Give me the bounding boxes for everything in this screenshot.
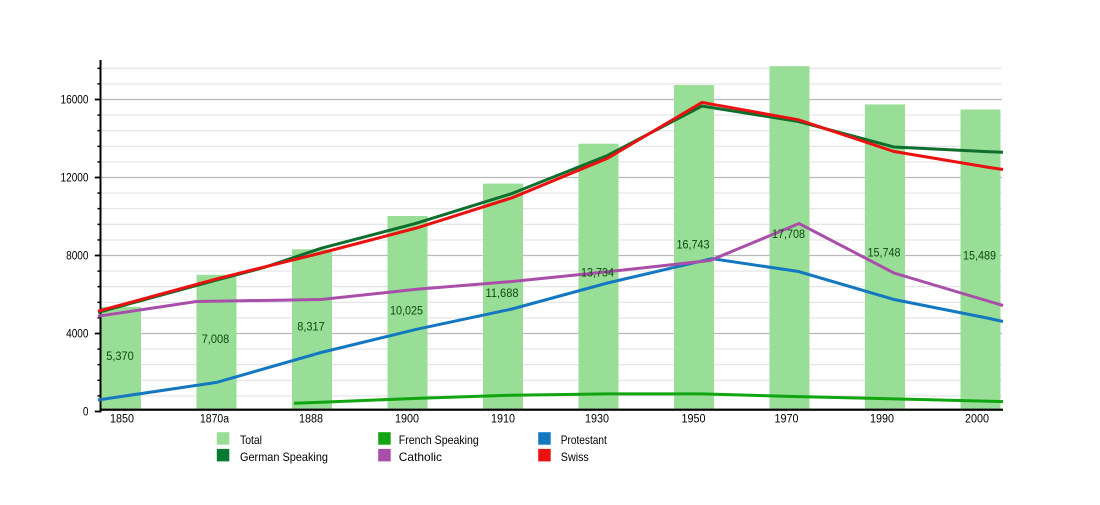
svg-text:German Speaking: German Speaking — [240, 450, 328, 464]
svg-text:17,708: 17,708 — [772, 227, 805, 241]
svg-text:16,743: 16,743 — [677, 237, 710, 251]
svg-text:8000: 8000 — [66, 251, 88, 263]
svg-text:15,748: 15,748 — [868, 245, 901, 259]
svg-text:7,008: 7,008 — [202, 332, 230, 346]
svg-text:8,317: 8,317 — [297, 320, 325, 334]
svg-text:4000: 4000 — [66, 329, 88, 341]
svg-text:French Speaking: French Speaking — [399, 433, 479, 447]
svg-text:Swiss: Swiss — [561, 450, 589, 464]
svg-text:Catholic: Catholic — [399, 450, 442, 464]
svg-text:1870a: 1870a — [200, 413, 230, 425]
svg-text:10,025: 10,025 — [390, 304, 423, 318]
svg-text:13,734: 13,734 — [581, 266, 614, 280]
svg-text:1970: 1970 — [775, 413, 799, 425]
svg-text:1888: 1888 — [299, 413, 323, 425]
svg-text:Protestant: Protestant — [561, 433, 608, 447]
svg-text:1990: 1990 — [870, 413, 894, 425]
svg-text:12000: 12000 — [61, 173, 89, 185]
svg-text:1900: 1900 — [395, 413, 419, 425]
svg-text:1910: 1910 — [491, 413, 515, 425]
svg-text:1930: 1930 — [585, 413, 609, 425]
svg-text:Total: Total — [240, 433, 262, 447]
svg-text:5,370: 5,370 — [106, 349, 134, 363]
svg-text:2000: 2000 — [965, 413, 989, 425]
svg-text:0: 0 — [83, 407, 89, 419]
svg-text:1850: 1850 — [110, 413, 134, 425]
svg-text:16000: 16000 — [61, 95, 89, 107]
svg-text:1950: 1950 — [682, 413, 706, 425]
svg-text:15,489: 15,489 — [963, 249, 996, 263]
svg-text:11,688: 11,688 — [486, 286, 519, 300]
